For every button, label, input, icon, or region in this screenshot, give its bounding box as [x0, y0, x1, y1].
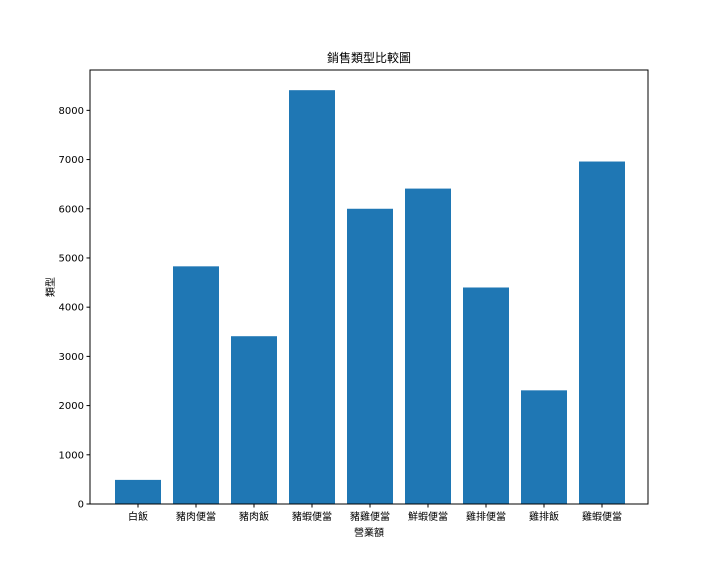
bar-7: [521, 390, 567, 504]
x-axis-label: 營業額: [354, 526, 384, 539]
x-tick-label-4: 豬雞便當: [350, 510, 390, 523]
x-tick-label-0: 白飯: [128, 510, 148, 523]
y-tick-label-4: 4000: [59, 303, 84, 314]
bar-3: [289, 90, 335, 504]
bar-4: [347, 208, 393, 504]
x-tick-label-5: 鮮蝦便當: [408, 510, 448, 523]
bar-8: [579, 161, 625, 504]
y-tick-label-7: 7000: [59, 155, 84, 166]
y-tick-label-2: 2000: [59, 401, 84, 412]
y-tick-label-1: 1000: [59, 450, 84, 461]
y-tick-label-6: 6000: [59, 204, 84, 215]
x-tick-label-2: 豬肉飯: [239, 510, 269, 523]
bar-1: [173, 266, 219, 504]
y-tick-label-8: 8000: [59, 106, 84, 117]
plot-frame: [89, 69, 649, 505]
y-tick-label-5: 5000: [59, 253, 84, 264]
bar-5: [405, 188, 451, 505]
x-tick-label-6: 雞排便當: [466, 510, 506, 523]
bar-2: [231, 336, 277, 504]
bars-group: [115, 90, 625, 505]
bar-6: [463, 287, 509, 504]
x-tick-label-8: 雞蝦便當: [582, 510, 622, 523]
y-tick-label-3: 3000: [59, 352, 84, 363]
x-tick-label-7: 雞排飯: [529, 510, 559, 523]
y-axis: 0 1000 2000 3000 4000 5000 6000 7000 8000: [59, 106, 90, 511]
bar-0: [115, 479, 161, 504]
y-tick-label-0: 0: [78, 500, 84, 511]
x-tick-label-3: 豬蝦便當: [292, 510, 332, 523]
y-axis-label: 類型: [44, 277, 57, 297]
x-tick-label-1: 豬肉便當: [176, 510, 216, 523]
chart-title: 銷售類型比較圖: [327, 50, 411, 65]
x-axis: 白飯 豬肉便當 豬肉飯 豬蝦便當 豬雞便當 鮮蝦便當 雞排便當 雞排飯 雞蝦便當: [128, 504, 622, 523]
